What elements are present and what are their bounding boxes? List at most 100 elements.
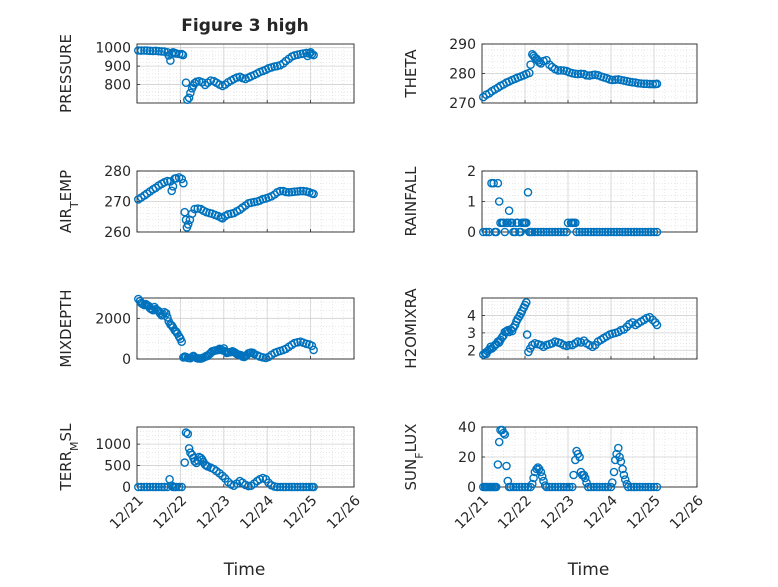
data-point — [542, 227, 551, 237]
data-point — [275, 482, 285, 492]
axes-frame — [136, 170, 355, 233]
subplot-5: 2000 0 MIXDEPTH — [57, 289, 355, 368]
data-point — [509, 482, 518, 492]
data-point — [550, 482, 560, 492]
data-point — [582, 71, 591, 80]
data-point — [575, 227, 584, 237]
data-point — [556, 482, 566, 492]
y-tick-label: 260 — [104, 225, 131, 241]
data-point — [142, 46, 152, 55]
data-point — [133, 482, 143, 492]
data-point — [284, 187, 294, 197]
y-tick-label: 500 — [104, 459, 131, 475]
y-tick-label: 3 — [467, 326, 476, 342]
x-tick-label: 12/25 — [624, 493, 664, 533]
data-point — [136, 482, 146, 492]
data-point — [309, 345, 318, 355]
data-point — [272, 482, 282, 492]
data-point — [218, 213, 227, 223]
data-point — [190, 204, 199, 214]
data-point — [625, 77, 634, 87]
data-point — [559, 227, 569, 237]
y-tick-label: 0 — [122, 352, 131, 368]
data-point — [528, 227, 537, 237]
data-point — [545, 60, 554, 69]
data-point — [278, 59, 288, 68]
data-point — [577, 227, 587, 237]
y-tick-label: 900 — [104, 59, 131, 75]
y-axis-label: SUNFLUX — [402, 424, 426, 491]
data-point — [644, 227, 653, 237]
data-point — [537, 472, 547, 481]
data-point — [528, 479, 537, 489]
data-point — [309, 50, 318, 60]
data-point — [293, 482, 302, 492]
data-point — [502, 461, 511, 471]
data-point — [177, 174, 186, 184]
data-point — [609, 227, 619, 237]
data-point — [620, 227, 630, 237]
x-tick-label: 12/21 — [452, 493, 492, 533]
subplot-8: 40 20 0 SUNFLUX 12/21 12/22 12/23 12/24 12/25 12/… — [402, 420, 707, 580]
data-point — [536, 467, 546, 477]
data-point — [493, 460, 503, 469]
data-point — [626, 227, 636, 237]
data-point — [218, 471, 227, 481]
data-point — [151, 46, 160, 56]
data-point — [529, 473, 538, 483]
data-point — [623, 227, 633, 237]
data-point — [638, 482, 647, 492]
data-point — [638, 227, 647, 237]
data-point — [568, 482, 577, 492]
data-point — [516, 227, 526, 237]
data-point — [248, 348, 258, 358]
data-point — [582, 478, 591, 487]
data-point — [493, 178, 503, 188]
data-point — [161, 308, 171, 318]
data-point — [608, 75, 617, 85]
y-tick-label: 2000 — [95, 311, 131, 327]
data-point — [562, 482, 572, 492]
data-point — [484, 89, 494, 98]
data-point — [507, 218, 517, 228]
data-point — [179, 178, 188, 188]
data-point — [522, 298, 531, 307]
data-point — [157, 482, 166, 492]
data-point — [154, 46, 163, 56]
data-point — [550, 227, 560, 237]
data-point — [183, 220, 193, 229]
data-point — [586, 482, 596, 492]
data-point — [491, 482, 501, 492]
data-point — [576, 69, 586, 79]
data-point — [494, 437, 504, 447]
y-tick-label: 0 — [467, 225, 476, 241]
subplot-7: 1000 500 0 TERRMSL 12/21 12/22 12/23 12/24 12/25… — [57, 423, 364, 580]
y-tick-label: 1 — [467, 195, 476, 211]
y-tick-label: 280 — [104, 164, 131, 180]
data-point — [491, 227, 501, 237]
data-point — [641, 482, 650, 492]
data-point — [304, 482, 314, 492]
data-point — [619, 470, 629, 480]
data-point — [163, 176, 172, 186]
data-point — [636, 79, 646, 88]
data-point — [623, 482, 633, 492]
data-point — [589, 482, 599, 492]
data-point — [539, 227, 548, 237]
data-point — [614, 443, 623, 453]
data-point — [569, 470, 578, 480]
data-point — [178, 50, 188, 60]
data-point — [545, 227, 554, 237]
data-point — [565, 482, 574, 492]
x-tick-label: 12/26 — [667, 493, 707, 533]
x-tick-label: 12/22 — [495, 493, 535, 533]
data-point — [209, 464, 219, 474]
data-point — [181, 428, 191, 437]
x-tick-label: 12/26 — [324, 493, 364, 533]
data-point — [223, 209, 233, 219]
data-point — [489, 178, 498, 188]
data-point — [601, 227, 610, 237]
y-axis-label: MIXDEPTH — [57, 289, 75, 367]
subplot-3: 280 270 260 AIRTEMP — [57, 164, 355, 241]
data-point — [517, 482, 527, 492]
